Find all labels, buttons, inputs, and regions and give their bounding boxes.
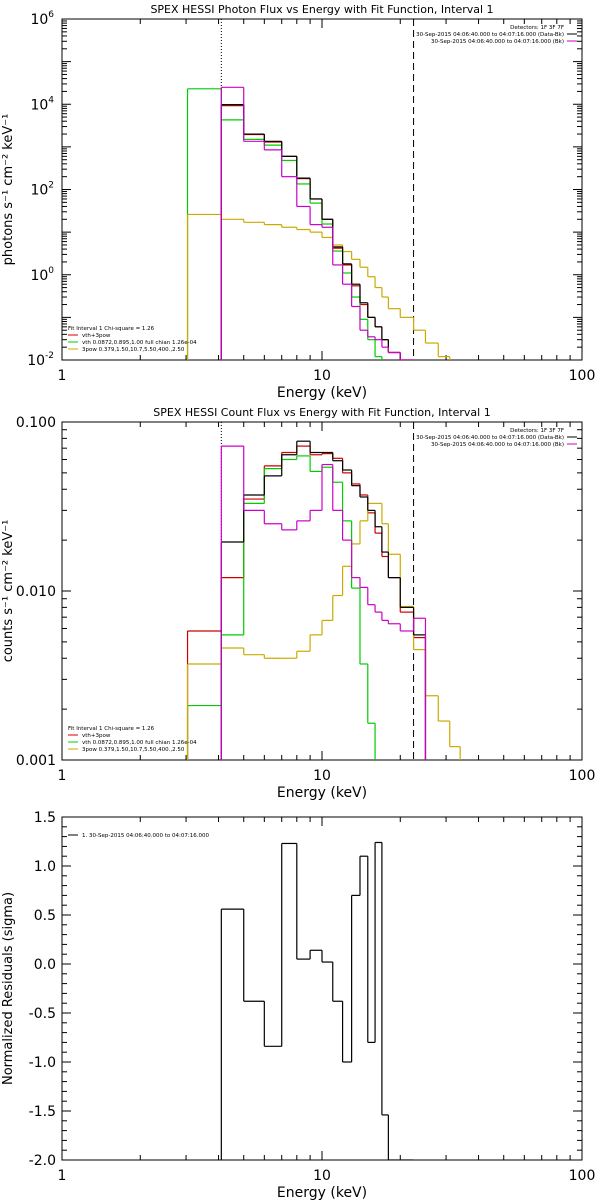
y-tick-label: 0.010 [16,584,56,600]
chart-2: SPEX HESSI Count Flux vs Energy with Fit… [1,406,595,801]
y-tick-label: -1.5 [29,1104,56,1120]
header-note: 30-Sep-2015 04:06:40.000 to 04:07:16.000… [431,442,564,448]
y-tick-base: 10 [30,97,48,113]
legend-entry: 3pow 0.379,1.50,10.7,5.50,400.,2.50 [82,347,185,353]
legend-entry: Fit Interval 1 Chi-square = 1.26 [68,726,155,732]
series-1-30-sep-2015-04-06-40-000-to-04-07-16-000 [220,841,414,1160]
y-tick-exponent: -2 [45,351,54,361]
y-axis-label: Normalized Residuals (sigma) [1,892,16,1085]
x-tick-label: 100 [569,368,596,384]
x-tick-label: 100 [569,1168,596,1184]
series-vth [186,88,383,360]
y-tick-label: 0.001 [16,753,56,769]
y-tick-label: 102 [30,181,54,199]
y-tick-label: 100 [30,266,54,284]
series-vth-3pow [186,445,427,760]
x-axis-label: Energy (keV) [277,385,367,401]
plot-area [186,422,461,760]
legend-entry: Fit Interval 1 Chi-square = 1.26 [68,326,155,332]
header-note: 30-Sep-2015 04:06:40.000 to 04:07:16.000… [416,435,564,441]
y-tick-base: 10 [30,268,48,284]
y-tick-exponent: 6 [48,10,54,20]
plot-frame [61,18,583,361]
plot-area [186,19,451,360]
x-tick-label: 1 [58,1168,67,1184]
y-tick-label: 0.5 [34,908,56,924]
y-tick-label: 104 [30,95,54,113]
series-3pow [186,213,451,360]
legend-entry: vth+3pow [82,733,111,739]
legend-entry: 1. 30-Sep-2015 04:06:40.000 to 04:07:16.… [82,833,209,839]
x-axis-label: Energy (keV) [277,1185,367,1200]
series-data-bk [220,440,427,760]
y-tick-label: 0.0 [34,957,56,973]
series-bk [220,86,414,360]
x-tick-label: 10 [313,368,331,384]
series-vth [186,455,376,760]
chart-title: SPEX HESSI Count Flux vs Energy with Fit… [153,406,490,419]
series-bk [220,445,427,760]
header-note: 30-Sep-2015 04:06:40.000 to 04:07:16.000… [431,39,564,45]
y-tick-base: 10 [30,183,48,199]
chart-1: SPEX HESSI Photon Flux vs Energy with Fi… [1,3,595,401]
x-tick-label: 10 [313,768,331,784]
legend-entry: vth 0.0872,0.895,1.00 full chian 1.26e-0… [82,340,197,346]
chart-3: 1 10 100 1.5 1.0 0.5 0.0 -0.5 -1.0 -1.5 -2.0 Energy… [1,810,596,1201]
legend-entry: vth+3pow [82,333,111,339]
plot-area [220,841,414,1160]
y-tick-label: 10-2 [27,351,54,369]
legend-entry: 3pow 0.379,1.50,10.7,5.50,400.,2.50 [82,747,185,753]
plot-frame [61,816,583,1161]
legend-entry: vth 0.0872,0.895,1.00 full chian 1.26e-0… [82,740,197,746]
y-tick-label: 0.100 [16,415,56,431]
x-tick-label: 1 [58,768,67,784]
y-axis-label: counts s⁻¹ cm⁻² keV⁻¹ [1,520,16,663]
y-tick-label: -2.0 [29,1153,56,1169]
y-tick-label: -0.5 [29,1006,56,1022]
y-tick-label: -1.0 [29,1055,56,1071]
chart-title: SPEX HESSI Photon Flux vs Energy with Fi… [150,3,493,16]
x-tick-label: 1 [58,368,67,384]
y-axis-label: photons s⁻¹ cm⁻² keV⁻¹ [1,114,16,266]
y-tick-exponent: 0 [48,266,54,276]
series-vth-3pow [220,104,414,360]
y-tick-exponent: 2 [48,181,54,191]
header-note: Detectors: 1F 3F 7F [510,25,564,31]
header-note: Detectors: 1F 3F 7F [510,428,564,434]
y-tick-base: 10 [27,353,45,369]
y-tick-label: 1.0 [34,859,56,875]
y-tick-base: 10 [30,12,48,28]
y-tick-label: 1.5 [34,810,56,826]
x-tick-label: 100 [569,768,596,784]
x-axis-label: Energy (keV) [277,785,367,801]
y-tick-label: 106 [30,10,54,28]
header-note: 30-Sep-2015 04:06:40.000 to 04:07:16.000… [416,32,564,38]
y-tick-exponent: 4 [48,95,54,105]
x-tick-label: 10 [313,1168,331,1184]
